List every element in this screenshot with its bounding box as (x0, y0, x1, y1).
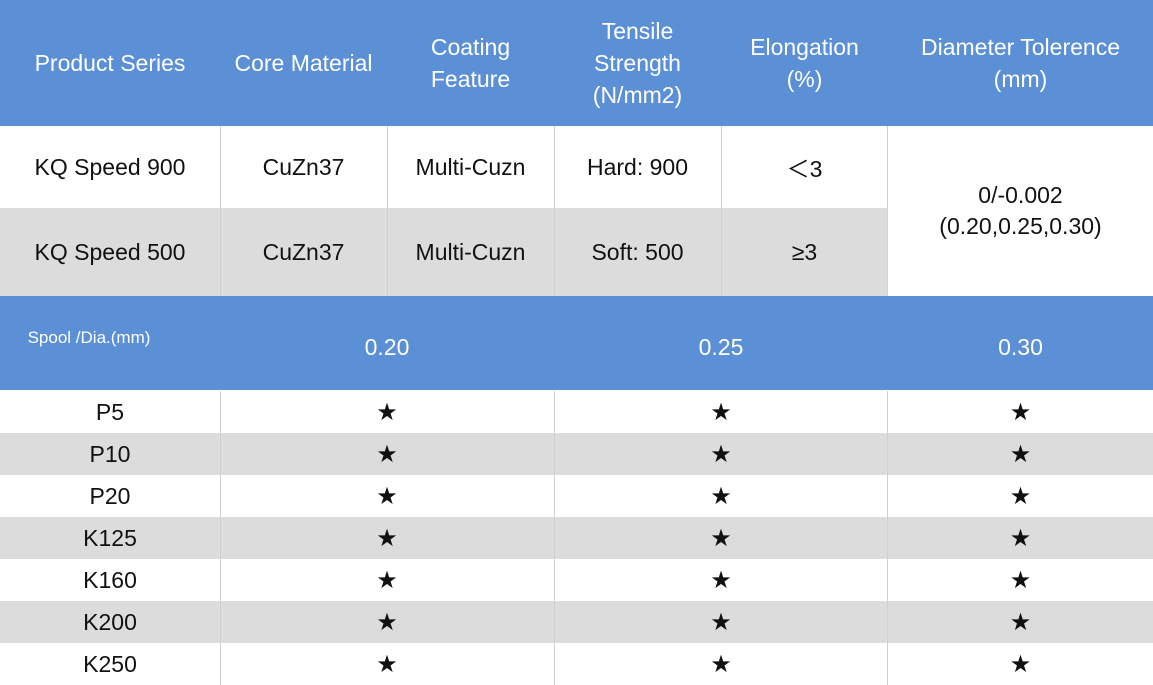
availability-star-icon: ★ (376, 566, 398, 594)
spool-dia-label: Spool /Dia.(mm) (27, 328, 151, 347)
tensile-cell: Hard: 900 (554, 126, 721, 208)
table-row: K200 ★ ★ ★ (0, 601, 1153, 643)
availability-star-icon: ★ (376, 650, 398, 678)
core-material-cell: CuZn37 (220, 126, 387, 208)
header-core-material: Core Material (220, 0, 387, 126)
availability-star-icon: ★ (1009, 440, 1032, 468)
column-divider (220, 433, 221, 475)
header-line: Coating (430, 34, 511, 60)
availability-star-icon: ★ (710, 650, 732, 678)
product-series-cell: KQ Speed 500 (0, 208, 220, 296)
availability-star-icon: ★ (1009, 650, 1032, 678)
elongation-cell: ≥3 (721, 208, 888, 296)
core-material-cell: CuZn37 (220, 208, 387, 296)
column-divider (887, 433, 888, 475)
dia-header-030: 0.30 (998, 333, 1043, 360)
column-divider (887, 517, 888, 559)
availability-star-icon: ★ (710, 566, 732, 594)
header-line: Product Series (34, 50, 186, 76)
coating-cell: Multi-Cuzn (387, 208, 554, 296)
column-divider (220, 517, 221, 559)
column-divider (220, 391, 221, 433)
header-line: Feature (430, 66, 511, 92)
column-divider (554, 559, 555, 601)
availability-star-icon: ★ (376, 524, 398, 552)
availability-star-icon: ★ (376, 608, 398, 636)
header-line: (%) (786, 66, 823, 92)
availability-star-icon: ★ (1009, 482, 1032, 510)
table-row: P5 ★ ★ ★ (0, 391, 1153, 433)
availability-star-icon: ★ (1009, 524, 1032, 552)
column-divider (554, 126, 555, 296)
table-header (0, 0, 1153, 126)
dia-header-020: 0.20 (364, 333, 410, 360)
spool-name-cell: P5 (95, 398, 125, 425)
table-row: K160 ★ ★ ★ (0, 559, 1153, 601)
availability-star-icon: ★ (1009, 566, 1032, 594)
availability-star-icon: ★ (376, 482, 398, 510)
header-line: (N/mm2) (592, 82, 683, 108)
header-line: Core Material (234, 50, 373, 76)
column-divider (887, 126, 888, 296)
header-line: (mm) (993, 66, 1048, 92)
availability-star-icon: ★ (710, 482, 732, 510)
header-product-series: Product Series (0, 0, 220, 126)
column-divider (220, 643, 221, 685)
column-divider (220, 601, 221, 643)
header-coating-feature: Coating Feature (387, 0, 554, 126)
column-divider (887, 559, 888, 601)
coating-cell: Multi-Cuzn (387, 126, 554, 208)
tolerance-value: 0/-0.002 (978, 182, 1063, 208)
column-divider (387, 126, 388, 296)
header-line: Strength (594, 50, 681, 76)
table-row: K250 ★ ★ ★ (0, 643, 1153, 685)
column-divider (887, 391, 888, 433)
header-tensile-strength: Tensile Strength (N/mm2) (554, 0, 721, 126)
column-divider (554, 433, 555, 475)
dia-header-025: 0.25 (698, 333, 744, 360)
column-divider (721, 126, 722, 296)
availability-star-icon: ★ (1009, 398, 1032, 426)
column-divider (554, 601, 555, 643)
tolerance-cell: 0/-0.002 (0.20,0.25,0.30) (888, 126, 1153, 296)
tolerance-diameters: (0.20,0.25,0.30) (939, 213, 1102, 239)
spool-name-cell: K125 (83, 524, 137, 551)
availability-star-icon: ★ (710, 398, 732, 426)
header-line: Elongation (750, 34, 859, 60)
column-divider (220, 475, 221, 517)
column-divider (887, 475, 888, 517)
availability-star-icon: ★ (710, 440, 732, 468)
column-divider (554, 643, 555, 685)
column-divider (220, 126, 221, 296)
availability-star-icon: ★ (1009, 608, 1032, 636)
availability-star-icon: ★ (376, 398, 398, 426)
spool-name-cell: K160 (83, 566, 137, 593)
table-row: K125 ★ ★ ★ (0, 517, 1153, 559)
column-divider (554, 517, 555, 559)
table-row: P20 ★ ★ ★ (0, 475, 1153, 517)
availability-star-icon: ★ (710, 524, 732, 552)
column-divider (887, 643, 888, 685)
product-series-cell: KQ Speed 900 (0, 126, 220, 208)
table-row: P10 ★ ★ ★ (0, 433, 1153, 475)
column-divider (220, 559, 221, 601)
header-elongation: Elongation (%) (721, 0, 888, 126)
spool-name-cell: P10 (89, 440, 131, 467)
column-divider (887, 601, 888, 643)
tensile-cell: Soft: 500 (554, 208, 721, 296)
header-diameter-tolerence: Diameter Tolerence (mm) (888, 0, 1153, 126)
column-divider (554, 475, 555, 517)
spool-name-cell: K200 (83, 608, 137, 635)
spool-name-cell: K250 (83, 650, 137, 677)
spool-header (0, 296, 1153, 390)
elongation-cell: ＜3 (721, 126, 888, 208)
header-line: Tensile (601, 18, 674, 44)
header-line: Diameter Tolerence (920, 34, 1120, 60)
spool-name-cell: P20 (89, 482, 131, 509)
availability-star-icon: ★ (376, 440, 398, 468)
column-divider (554, 391, 555, 433)
availability-star-icon: ★ (710, 608, 732, 636)
